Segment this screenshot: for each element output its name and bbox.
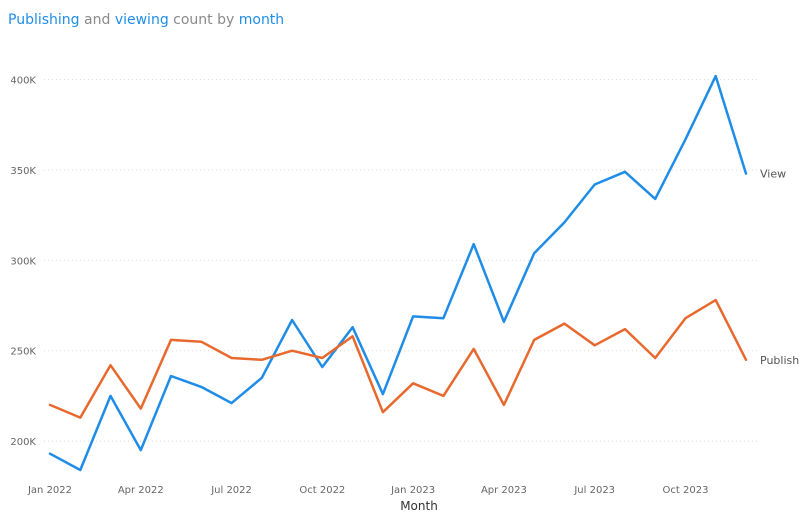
x-axis-ticks: Jan 2022 Apr 2022 Jul 2022 Oct 2022 Jan 2023…	[27, 485, 708, 496]
series-line-view[interactable]	[48, 74, 748, 472]
y-tick-label: 250K	[10, 347, 36, 358]
x-tick-label: Oct 2023	[663, 485, 709, 496]
chart-title: Publishing and viewing count by month	[8, 12, 284, 28]
y-tick-label: 200K	[10, 437, 36, 448]
y-tick-label: 400K	[10, 76, 36, 87]
title-word-viewing: viewing	[114, 12, 169, 28]
series-label-publish: Publish	[760, 354, 799, 367]
y-tick-label: 350K	[10, 166, 36, 177]
x-tick-label: Jul 2023	[573, 485, 615, 496]
x-tick-label: Jan 2022	[27, 485, 72, 496]
title-word-publishing: Publishing	[8, 12, 80, 28]
y-tick-label: 300K	[10, 256, 36, 267]
series-line-publish[interactable]	[48, 298, 748, 419]
x-tick-label: Jul 2022	[210, 485, 252, 496]
series-lines	[48, 74, 748, 472]
x-tick-label: Apr 2023	[481, 485, 527, 496]
x-tick-label: Jan 2023	[390, 485, 435, 496]
series-label-view: View	[760, 168, 786, 181]
series-labels: View Publish	[760, 168, 799, 367]
title-word-count-by: count by	[173, 12, 235, 28]
x-tick-label: Oct 2022	[299, 485, 345, 496]
title-word-month: month	[238, 12, 285, 28]
title-word-and: and	[84, 12, 111, 28]
x-axis-title: Month	[400, 499, 438, 513]
x-tick-label: Apr 2022	[118, 485, 164, 496]
gridlines	[44, 79, 760, 442]
y-axis-ticks: 200K 250K 300K 350K 400K	[10, 76, 36, 448]
